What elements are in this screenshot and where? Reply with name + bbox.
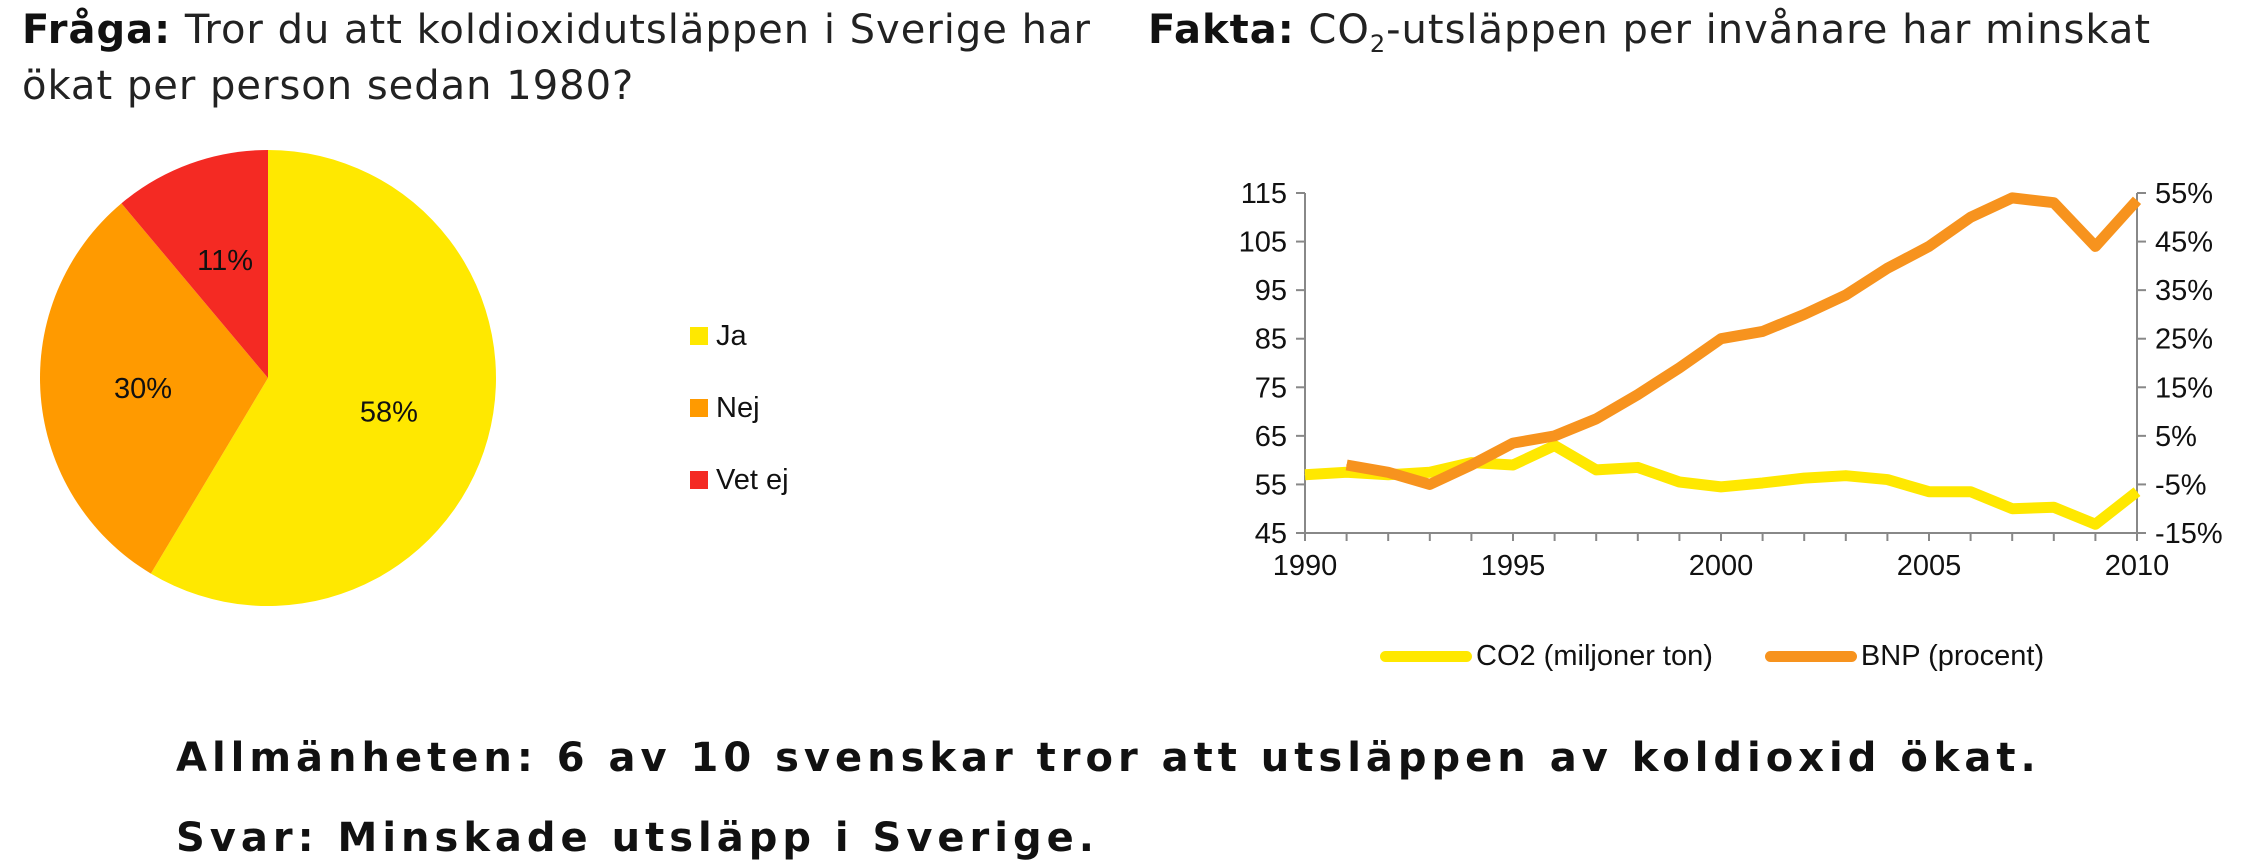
data-point-bnp — [1512, 442, 1514, 444]
legend-line-co2 — [1380, 651, 1472, 662]
pie-legend: Ja Nej Vet ej — [690, 300, 789, 516]
data-point-bnp — [1595, 418, 1597, 420]
data-point-bnp — [2094, 245, 2096, 247]
x-tick-label: 2010 — [2105, 550, 2170, 582]
y-right-tick-label: -5% — [2155, 469, 2207, 501]
legend-swatch-ja — [690, 327, 708, 345]
y-right-tick-label: 25% — [2155, 324, 2213, 356]
data-point-co2 — [1970, 491, 1972, 493]
data-point-bnp — [1720, 338, 1722, 340]
legend-item-vet-ej: Vet ej — [690, 444, 789, 516]
question-heading: Fråga: Tror du att koldioxidutsläppen i … — [22, 2, 1102, 114]
data-point-co2 — [1595, 469, 1597, 471]
data-point-bnp — [2053, 202, 2055, 204]
data-point-bnp — [1387, 471, 1389, 473]
legend-label-ja: Ja — [716, 319, 747, 352]
data-point-co2 — [1678, 481, 1680, 483]
data-point-bnp — [1762, 330, 1764, 332]
fact-text-after: -utsläppen per invånare har minskat — [1386, 7, 2152, 53]
legend-label-bnp: BNP (procent) — [1860, 640, 2045, 672]
data-point-bnp — [1928, 245, 1930, 247]
fact-heading: Fakta: CO2-utsläppen per invånare har mi… — [1148, 2, 2238, 72]
series-line-bnp — [1345, 192, 2142, 490]
legend-line-bnp — [1764, 651, 1857, 662]
data-point-co2 — [2094, 523, 2096, 525]
fact-prefix: Fakta: — [1148, 7, 1295, 53]
data-point-bnp — [1803, 313, 1805, 315]
y-left-tick-label: 85 — [1255, 324, 1287, 356]
line-legend: CO2 (miljoner ton) BNP (procent) — [1380, 640, 2096, 673]
legend-item-ja: Ja — [690, 300, 789, 372]
legend-item-bnp: BNP (procent) — [1764, 640, 2045, 673]
y-right-tick-label: 35% — [2155, 275, 2213, 307]
y-right-tick-label: 5% — [2155, 421, 2197, 453]
data-point-co2 — [2053, 506, 2055, 508]
data-point-bnp — [1886, 267, 1888, 269]
y-right-tick-label: 45% — [2155, 227, 2213, 259]
y-left-tick-label: 75 — [1255, 372, 1287, 404]
pie-label-vet-ej: 11% — [197, 245, 253, 277]
conclusion-public: Allmänheten: 6 av 10 svenskar tror att u… — [176, 735, 2041, 781]
line-chart: 115 105 95 85 75 65 55 45 55% 45% 35% 25% 15% 5% -5% -1… — [1239, 178, 2223, 582]
data-point-co2 — [1720, 486, 1722, 488]
y-left-tick-label: 105 — [1239, 227, 1287, 259]
y-right-tick-label: -15% — [2155, 518, 2223, 550]
data-point-bnp — [1554, 435, 1556, 437]
pie-slice-ja — [150, 150, 496, 606]
data-point-co2 — [1554, 445, 1556, 447]
legend-label-co2: CO2 (miljoner ton) — [1476, 640, 1713, 672]
y-right-tick-label: 55% — [2155, 178, 2213, 210]
pie-label-ja: 58% — [360, 396, 418, 428]
data-point-co2 — [1762, 482, 1764, 484]
pie-label-nej: 30% — [114, 373, 172, 405]
x-tick-label: 2005 — [1897, 550, 1962, 582]
data-point-bnp — [1637, 394, 1639, 396]
data-point-bnp — [2136, 199, 2138, 201]
data-point-co2 — [1803, 477, 1805, 479]
data-point-co2 — [1637, 466, 1639, 468]
x-tick-label: 1990 — [1273, 550, 1338, 582]
data-point-co2 — [1928, 491, 1930, 493]
pie-chart: 58% 30% 11% — [40, 150, 496, 606]
legend-item-nej: Nej — [690, 372, 789, 444]
question-text: Tror du att koldioxidutsläppen i Sverige… — [22, 7, 1091, 109]
fact-text-before: CO — [1308, 7, 1370, 53]
pie-slice-vet-ej — [121, 150, 268, 378]
data-point-bnp — [1845, 294, 1847, 296]
data-point-co2 — [1346, 471, 1348, 473]
data-point-co2 — [1845, 475, 1847, 477]
conclusion-answer: Svar: Minskade utsläpp i Sverige. — [176, 815, 1099, 861]
legend-label-vet-ej: Vet ej — [716, 463, 789, 496]
y-right-tick-label: 15% — [2155, 372, 2213, 404]
question-prefix: Fråga: — [22, 7, 172, 53]
data-point-co2 — [1429, 471, 1431, 473]
legend-swatch-vet-ej — [690, 471, 708, 489]
fact-subscript: 2 — [1369, 30, 1387, 58]
data-point-co2 — [1512, 464, 1514, 466]
data-point-bnp — [1678, 367, 1680, 369]
y-left-tick-label: 45 — [1255, 518, 1287, 550]
y-left-tick-label: 65 — [1255, 421, 1287, 453]
y-left-tick-label: 55 — [1255, 469, 1287, 501]
data-point-bnp — [1470, 464, 1472, 466]
data-point-co2 — [2136, 491, 2138, 493]
x-tick-label: 2000 — [1689, 550, 1754, 582]
legend-label-nej: Nej — [716, 391, 760, 424]
legend-item-co2: CO2 (miljoner ton) — [1380, 640, 1713, 673]
data-point-bnp — [1970, 216, 1972, 218]
data-point-bnp — [1429, 483, 1431, 485]
y-left-tick-label: 95 — [1255, 275, 1287, 307]
y-left-tick-label: 115 — [1241, 178, 1287, 210]
legend-swatch-nej — [690, 399, 708, 417]
data-point-co2 — [1304, 474, 1306, 476]
x-tick-label: 1995 — [1481, 550, 1546, 582]
data-point-co2 — [1886, 479, 1888, 481]
data-point-co2 — [2011, 508, 2013, 510]
data-point-bnp — [2011, 197, 2013, 199]
pie-slice-nej — [40, 203, 268, 574]
data-point-bnp — [1346, 464, 1348, 466]
